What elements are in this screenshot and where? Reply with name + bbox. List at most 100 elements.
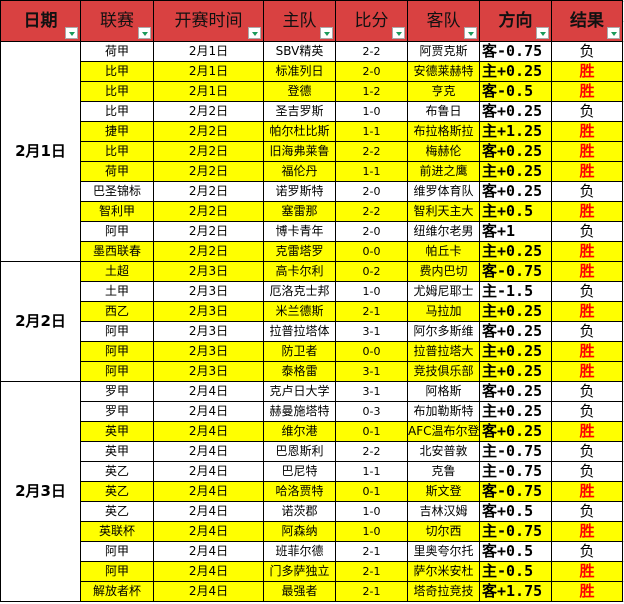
away-team-cell[interactable]: 萨尔米安杜 (407, 561, 480, 582)
time-cell[interactable]: 2月4日 (153, 461, 264, 482)
result-cell[interactable]: 胜 (551, 521, 623, 542)
direction-cell[interactable]: 客-0.75 (479, 41, 552, 62)
score-cell[interactable]: 2-0 (335, 221, 408, 242)
league-cell[interactable]: 比甲 (80, 101, 154, 122)
direction-cell[interactable]: 主-1.5 (479, 281, 552, 302)
home-team-cell[interactable]: 巴恩斯利 (263, 441, 336, 462)
direction-cell[interactable]: 主+0.25 (479, 341, 552, 362)
direction-cell[interactable]: 客-0.75 (479, 261, 552, 282)
league-cell[interactable]: 捷甲 (80, 121, 154, 142)
home-team-cell[interactable]: SBV精英 (263, 41, 336, 62)
direction-cell[interactable]: 客+0.5 (479, 541, 552, 562)
result-cell[interactable]: 胜 (551, 481, 623, 502)
home-team-cell[interactable]: 赫曼施塔特 (263, 401, 336, 422)
direction-cell[interactable]: 客+0.25 (479, 421, 552, 442)
away-team-cell[interactable]: 竞技俱乐部 (407, 361, 480, 382)
filter-dropdown-icon[interactable] (607, 27, 620, 39)
score-cell[interactable]: 1-0 (335, 101, 408, 122)
score-cell[interactable]: 1-2 (335, 81, 408, 102)
away-team-cell[interactable]: 马拉加 (407, 301, 480, 322)
time-cell[interactable]: 2月3日 (153, 281, 264, 302)
away-team-cell[interactable]: AFC温布尔登 (407, 421, 480, 442)
home-team-cell[interactable]: 克卢日大学 (263, 381, 336, 402)
score-cell[interactable]: 3-1 (335, 361, 408, 382)
direction-cell[interactable]: 客+1 (479, 221, 552, 242)
direction-cell[interactable]: 客+0.25 (479, 101, 552, 122)
time-cell[interactable]: 2月1日 (153, 41, 264, 62)
direction-cell[interactable]: 主+0.25 (479, 301, 552, 322)
score-cell[interactable]: 0-2 (335, 261, 408, 282)
time-cell[interactable]: 2月3日 (153, 361, 264, 382)
score-cell[interactable]: 2-2 (335, 201, 408, 222)
score-cell[interactable]: 3-1 (335, 381, 408, 402)
league-cell[interactable]: 英乙 (80, 501, 154, 522)
result-cell[interactable]: 胜 (551, 301, 623, 322)
league-cell[interactable]: 英甲 (80, 441, 154, 462)
score-cell[interactable]: 2-2 (335, 441, 408, 462)
league-cell[interactable]: 土超 (80, 261, 154, 282)
league-cell[interactable]: 解放者杯 (80, 581, 154, 602)
home-team-cell[interactable]: 巴尼特 (263, 461, 336, 482)
score-cell[interactable]: 2-1 (335, 301, 408, 322)
result-cell[interactable]: 负 (551, 321, 623, 342)
direction-cell[interactable]: 主+0.25 (479, 361, 552, 382)
time-cell[interactable]: 2月2日 (153, 241, 264, 262)
away-team-cell[interactable]: 维罗体育队 (407, 181, 480, 202)
direction-cell[interactable]: 主+0.25 (479, 401, 552, 422)
score-cell[interactable]: 2-2 (335, 141, 408, 162)
time-cell[interactable]: 2月4日 (153, 421, 264, 442)
away-team-cell[interactable]: 切尔西 (407, 521, 480, 542)
home-team-cell[interactable]: 拉普拉塔体 (263, 321, 336, 342)
home-team-cell[interactable]: 最强者 (263, 581, 336, 602)
league-cell[interactable]: 巴圣锦标 (80, 181, 154, 202)
filter-dropdown-icon[interactable] (65, 27, 78, 39)
league-cell[interactable]: 英甲 (80, 421, 154, 442)
home-team-cell[interactable]: 旧海弗莱鲁 (263, 141, 336, 162)
away-team-cell[interactable]: 帕丘卡 (407, 241, 480, 262)
result-cell[interactable]: 负 (551, 401, 623, 422)
league-cell[interactable]: 阿甲 (80, 321, 154, 342)
home-team-cell[interactable]: 阿森纳 (263, 521, 336, 542)
direction-cell[interactable]: 主+1.25 (479, 121, 552, 142)
score-cell[interactable]: 1-1 (335, 121, 408, 142)
result-cell[interactable]: 胜 (551, 361, 623, 382)
direction-cell[interactable]: 客+0.25 (479, 141, 552, 162)
home-team-cell[interactable]: 厄洛克士邦 (263, 281, 336, 302)
score-cell[interactable]: 0-1 (335, 421, 408, 442)
direction-cell[interactable]: 客+1.75 (479, 581, 552, 602)
direction-cell[interactable]: 主-0.75 (479, 461, 552, 482)
result-cell[interactable]: 负 (551, 101, 623, 122)
league-cell[interactable]: 阿甲 (80, 361, 154, 382)
away-team-cell[interactable]: 塔奇拉竞技 (407, 581, 480, 602)
direction-cell[interactable]: 客+0.25 (479, 181, 552, 202)
away-team-cell[interactable]: 阿格斯 (407, 381, 480, 402)
home-team-cell[interactable]: 门多萨独立 (263, 561, 336, 582)
league-cell[interactable]: 荷甲 (80, 161, 154, 182)
time-cell[interactable]: 2月4日 (153, 581, 264, 602)
score-cell[interactable]: 1-0 (335, 281, 408, 302)
result-cell[interactable]: 胜 (551, 161, 623, 182)
home-team-cell[interactable]: 登德 (263, 81, 336, 102)
away-team-cell[interactable]: 前进之鹰 (407, 161, 480, 182)
away-team-cell[interactable]: 布加勒斯特 (407, 401, 480, 422)
league-cell[interactable]: 智利甲 (80, 201, 154, 222)
score-cell[interactable]: 3-1 (335, 321, 408, 342)
league-cell[interactable]: 比甲 (80, 81, 154, 102)
direction-cell[interactable]: 客-0.75 (479, 481, 552, 502)
time-cell[interactable]: 2月1日 (153, 61, 264, 82)
direction-cell[interactable]: 客-0.5 (479, 81, 552, 102)
away-team-cell[interactable]: 费内巴切 (407, 261, 480, 282)
time-cell[interactable]: 2月4日 (153, 501, 264, 522)
result-cell[interactable]: 负 (551, 41, 623, 62)
home-team-cell[interactable]: 诺茨郡 (263, 501, 336, 522)
time-cell[interactable]: 2月3日 (153, 341, 264, 362)
time-cell[interactable]: 2月2日 (153, 101, 264, 122)
score-cell[interactable]: 0-3 (335, 401, 408, 422)
league-cell[interactable]: 墨西联春 (80, 241, 154, 262)
result-cell[interactable]: 负 (551, 441, 623, 462)
result-cell[interactable]: 胜 (551, 341, 623, 362)
result-cell[interactable]: 胜 (551, 581, 623, 602)
time-cell[interactable]: 2月3日 (153, 321, 264, 342)
score-cell[interactable]: 2-1 (335, 581, 408, 602)
time-cell[interactable]: 2月4日 (153, 541, 264, 562)
